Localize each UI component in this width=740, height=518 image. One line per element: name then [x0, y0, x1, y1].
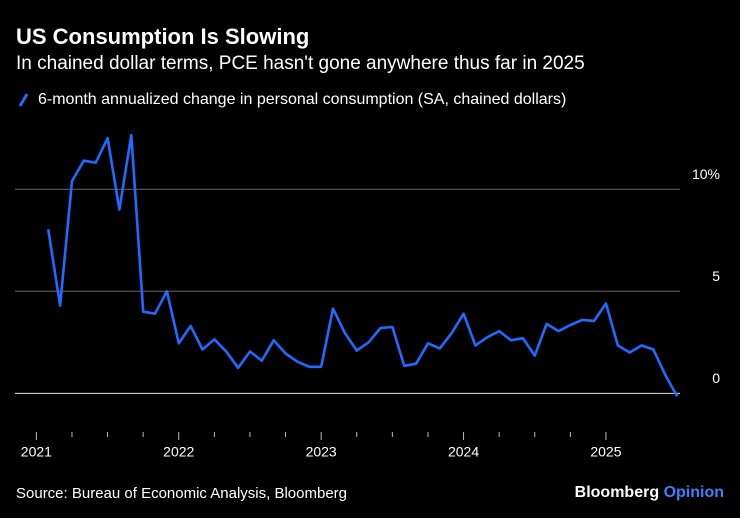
brand-suffix: Opinion: [664, 484, 724, 501]
legend-label: 6-month annualized change in personal co…: [38, 91, 566, 108]
legend-swatch: [18, 93, 29, 107]
x-tick-label: 2024: [448, 444, 479, 460]
chart-title: US Consumption Is Slowing: [16, 24, 309, 49]
x-tick-label: 2022: [163, 444, 194, 460]
x-tick-label: 2025: [590, 444, 621, 460]
x-tick-label: 2023: [306, 444, 337, 460]
brand-name: Bloomberg: [575, 484, 659, 501]
y-tick-label: 5: [712, 268, 720, 284]
branding: Bloomberg Opinion: [575, 484, 724, 501]
x-tick-label: 2021: [21, 444, 52, 460]
y-tick-label: 10%: [692, 166, 720, 182]
data-line: [46, 133, 679, 398]
chart-subtitle: In chained dollar terms, PCE hasn't gone…: [16, 53, 585, 74]
y-tick-label: 0: [712, 370, 720, 386]
source: Source: Bureau of Economic Analysis, Blo…: [16, 485, 347, 502]
